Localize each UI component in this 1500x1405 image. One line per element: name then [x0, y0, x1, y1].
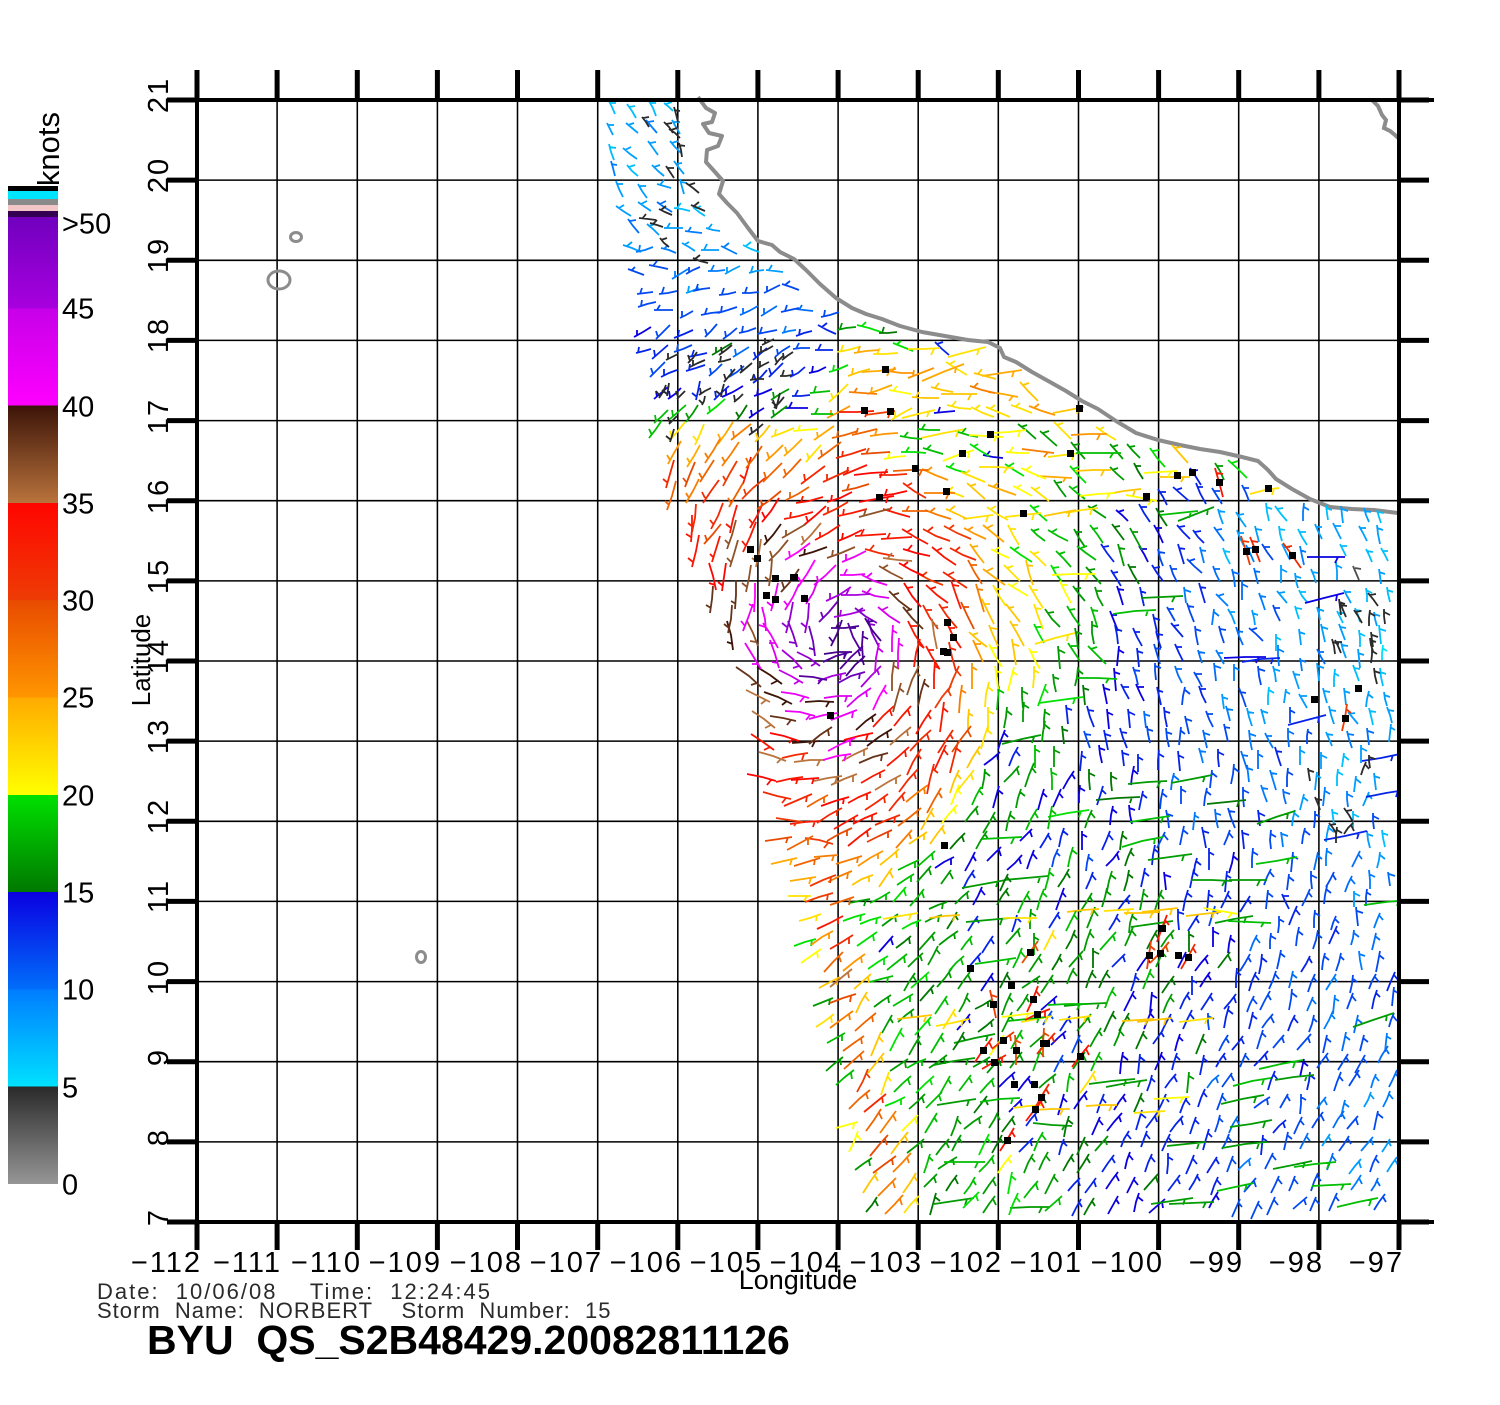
svg-text:20: 20	[143, 157, 175, 193]
svg-text:−105: −105	[690, 1247, 763, 1279]
svg-text:8: 8	[143, 1128, 175, 1146]
svg-text:−111: −111	[213, 1247, 282, 1279]
svg-text:13: 13	[143, 718, 175, 754]
svg-text:−107: −107	[530, 1247, 603, 1279]
svg-text:BYU QS_S2B48429.20082811126: BYU QS_S2B48429.20082811126	[147, 1317, 790, 1363]
svg-text:14: 14	[143, 638, 175, 674]
svg-text:−97: −97	[1349, 1247, 1404, 1279]
svg-text:40: 40	[62, 392, 94, 424]
svg-text:12: 12	[143, 798, 175, 834]
svg-text:11: 11	[143, 879, 175, 913]
svg-text:−108: −108	[450, 1247, 523, 1279]
svg-text:5: 5	[62, 1073, 78, 1105]
svg-text:0: 0	[62, 1170, 78, 1202]
svg-text:−104: −104	[770, 1247, 843, 1279]
svg-text:Longitude: Longitude	[739, 1265, 858, 1295]
svg-text:15: 15	[143, 558, 175, 594]
svg-text:−102: −102	[930, 1247, 1003, 1279]
svg-text:−112: −112	[131, 1247, 202, 1279]
svg-text:−98: −98	[1269, 1247, 1324, 1279]
svg-text:knots: knots	[31, 112, 66, 186]
svg-text:19: 19	[143, 237, 175, 273]
svg-text:16: 16	[143, 478, 175, 514]
svg-text:−103: −103	[850, 1247, 923, 1279]
svg-text:−109: −109	[369, 1247, 442, 1279]
svg-text:Date: 10/06/08 Time: 12:2: Date: 10/06/08 Time: 12:24:45	[97, 1279, 492, 1304]
svg-text:18: 18	[143, 317, 175, 353]
svg-text:−101: −101	[1010, 1247, 1083, 1279]
svg-text:25: 25	[62, 683, 94, 715]
svg-text:20: 20	[62, 781, 94, 813]
svg-text:Storm Name: NORBERT Storm: Storm Name: NORBERT Storm Number: 15	[97, 1298, 612, 1323]
svg-text:−106: −106	[610, 1247, 683, 1279]
svg-text:10: 10	[143, 959, 175, 995]
svg-text:−110: −110	[291, 1247, 362, 1279]
svg-text:−100: −100	[1091, 1247, 1164, 1279]
svg-text:Latitude: Latitude	[126, 614, 156, 707]
svg-text:30: 30	[62, 586, 94, 618]
svg-text:−99: −99	[1189, 1247, 1244, 1279]
svg-text:9: 9	[143, 1048, 175, 1066]
svg-text:10: 10	[62, 975, 94, 1007]
svg-text:21: 21	[143, 77, 175, 113]
svg-text:17: 17	[143, 398, 175, 434]
svg-text:35: 35	[62, 489, 94, 521]
svg-text:7: 7	[143, 1208, 175, 1226]
svg-text:>50: >50	[62, 209, 111, 241]
svg-text:15: 15	[62, 878, 94, 910]
svg-text:45: 45	[62, 294, 94, 326]
